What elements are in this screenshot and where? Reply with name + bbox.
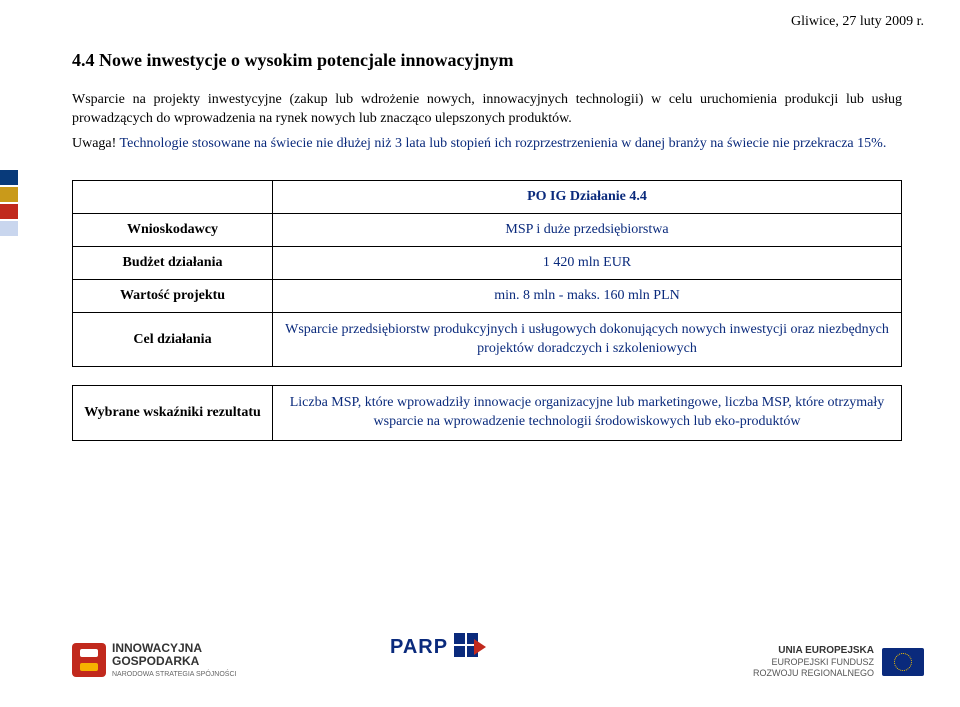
- square-navy: [0, 170, 18, 185]
- table-row: Cel działania Wsparcie przedsiębiorstw p…: [73, 312, 902, 367]
- eu-line2: EUROPEJSKI FUNDUSZ: [771, 657, 874, 667]
- paragraph-1: Wsparcie na projekty inwestycyjne (zakup…: [72, 91, 902, 129]
- ig-line1: INNOWACYJNA: [112, 641, 202, 655]
- ig-icon: [72, 643, 106, 677]
- eu-line3: ROZWOJU REGIONALNEGO: [753, 668, 874, 678]
- table-secondary: Wybrane wskaźniki rezultatu Liczba MSP, …: [72, 385, 902, 441]
- main-content: 4.4 Nowe inwestycje o wysokim potencjale…: [72, 50, 902, 441]
- row-value: Wsparcie przedsiębiorstw produkcyjnych i…: [273, 312, 902, 367]
- row-label: Wybrane wskaźniki rezultatu: [73, 386, 273, 441]
- row-label: Wnioskodawcy: [73, 213, 273, 246]
- table-row: Budżet działania 1 420 mln EUR: [73, 246, 902, 279]
- paragraph-2: Uwaga! Technologie stosowane na świecie …: [72, 135, 902, 154]
- para2-blue: Technologie stosowane na świecie nie dłu…: [116, 136, 886, 151]
- table-header: PO IG Działanie 4.4: [273, 180, 902, 213]
- row-label: Wartość projektu: [73, 279, 273, 312]
- logo-innowacyjna-gospodarka: INNOWACYJNA GOSPODARKA NARODOWA STRATEGI…: [72, 642, 236, 679]
- logo-parp: PARP: [390, 633, 482, 661]
- para2-lead: Uwaga!: [72, 136, 116, 151]
- date-top: Gliwice, 27 luty 2009 r.: [791, 14, 924, 30]
- logo-eu: UNIA EUROPEJSKA EUROPEJSKI FUNDUSZ ROZWO…: [753, 645, 924, 679]
- square-gold: [0, 187, 18, 202]
- row-value: Liczba MSP, które wprowadziły innowacje …: [273, 386, 902, 441]
- ig-sub: NARODOWA STRATEGIA SPÓJNOŚCI: [112, 671, 236, 678]
- side-color-squares: [0, 170, 18, 238]
- table-main: PO IG Działanie 4.4 Wnioskodawcy MSP i d…: [72, 180, 902, 368]
- row-label: Budżet działania: [73, 246, 273, 279]
- ig-line2: GOSPODARKA: [112, 654, 199, 668]
- eu-line1: UNIA EUROPEJSKA: [778, 645, 874, 656]
- row-value: min. 8 mln - maks. 160 mln PLN: [273, 279, 902, 312]
- row-label: Cel działania: [73, 312, 273, 367]
- parp-text: PARP: [390, 636, 448, 659]
- parp-icon: [454, 633, 482, 661]
- footer-logos: INNOWACYJNA GOSPODARKA NARODOWA STRATEGI…: [0, 599, 960, 689]
- eu-text: UNIA EUROPEJSKA EUROPEJSKI FUNDUSZ ROZWO…: [753, 645, 874, 679]
- table-row: Wartość projektu min. 8 mln - maks. 160 …: [73, 279, 902, 312]
- table-header-row: PO IG Działanie 4.4: [73, 180, 902, 213]
- ig-text: INNOWACYJNA GOSPODARKA NARODOWA STRATEGI…: [112, 642, 236, 679]
- square-lightblue: [0, 221, 18, 236]
- table-row: Wnioskodawcy MSP i duże przedsiębiorstwa: [73, 213, 902, 246]
- row-value: MSP i duże przedsiębiorstwa: [273, 213, 902, 246]
- table-row: Wybrane wskaźniki rezultatu Liczba MSP, …: [73, 386, 902, 441]
- square-red: [0, 204, 18, 219]
- row-value: 1 420 mln EUR: [273, 246, 902, 279]
- slide-title: 4.4 Nowe inwestycje o wysokim potencjale…: [72, 50, 902, 71]
- eu-flag-icon: [882, 648, 924, 676]
